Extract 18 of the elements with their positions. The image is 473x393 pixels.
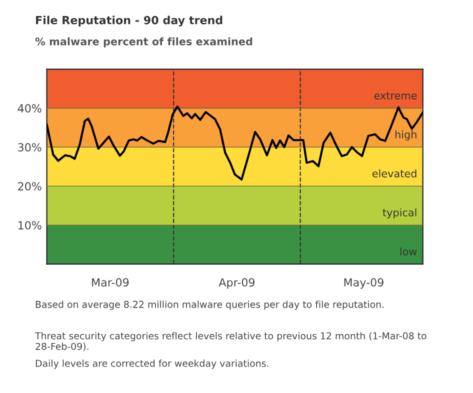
y-tick-label: 10% (18, 221, 42, 230)
line-series (46, 106, 423, 181)
band-label: high (395, 130, 416, 140)
text: Based on average 8.22 million malware queries per day to file reputation. (36, 300, 384, 310)
x-tick-label: Mar-09 (92, 278, 129, 287)
band-label: elevated (372, 169, 416, 178)
text: Daily levels are corrected for weekday variations. (36, 360, 268, 369)
chart-title: File Reputation - 90 day trend (36, 16, 222, 27)
band-label: extreme (374, 92, 417, 100)
y-tick-label: 40% (18, 104, 42, 113)
y-tick-label: 20% (18, 182, 42, 191)
y-tick-label: 30% (18, 143, 42, 152)
chart-subtitle: % malware percent of files examined (35, 37, 252, 48)
band-label: low (400, 247, 417, 256)
x-tick-label: May-09 (344, 278, 384, 289)
x-tick-label: Apr-09 (218, 278, 255, 289)
text: Threat security categories reflect levels relative to previous 12 month (1-Mar-08 to 28-Feb-09). (34, 332, 426, 352)
band-label: typical (382, 208, 416, 218)
